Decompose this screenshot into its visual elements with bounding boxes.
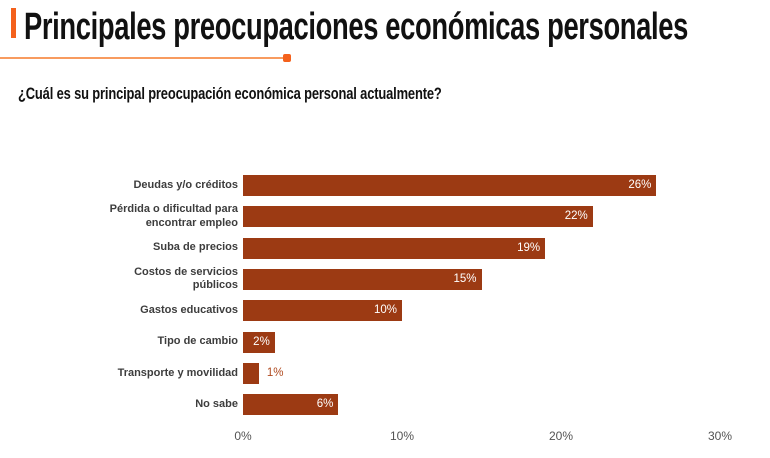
- category-label: Suba de precios: [153, 241, 238, 254]
- category-label: Costos de servicios públicos: [134, 265, 238, 292]
- bar: 22%: [243, 206, 593, 228]
- bar: 2%: [243, 331, 275, 353]
- bar: 10%: [243, 300, 402, 322]
- category-label: No sabe: [195, 397, 238, 410]
- bar: 19%: [243, 237, 546, 259]
- x-axis-tick-label: 20%: [548, 429, 574, 443]
- value-label: 15%: [453, 272, 477, 285]
- x-axis-tick-label: 30%: [707, 429, 733, 443]
- value-label: 10%: [373, 304, 397, 317]
- x-axis-tick-label: 10%: [389, 429, 415, 443]
- value-label: 22%: [564, 210, 588, 223]
- category-label: Gastos educativos: [140, 303, 238, 316]
- bar: 26%: [243, 175, 657, 196]
- value-label: 6%: [316, 398, 334, 411]
- title-underline-accent: [0, 57, 284, 59]
- survey-question: ¿Cuál es su principal preocupación econó…: [18, 84, 442, 103]
- value-label: 26%: [628, 179, 652, 191]
- x-axis-tick-label: 0%: [234, 429, 252, 443]
- title-accent-square: [11, 8, 16, 38]
- value-label: 1%: [266, 366, 284, 379]
- bar: 6%: [243, 394, 339, 416]
- category-label: Deudas y/o créditos: [133, 178, 238, 191]
- bar: 1%: [243, 362, 284, 384]
- underline-end-dot: [283, 54, 291, 62]
- category-label: Transporte y movilidad: [117, 366, 238, 379]
- category-label: Tipo de cambio: [157, 335, 238, 348]
- value-label: 2%: [253, 335, 270, 348]
- page-title: Principales preocupaciones económicas pe…: [24, 6, 688, 48]
- bar: 15%: [243, 268, 482, 290]
- category-label: Pérdida o dificultad para encontrar empl…: [109, 203, 238, 229]
- value-label: 19%: [517, 241, 541, 254]
